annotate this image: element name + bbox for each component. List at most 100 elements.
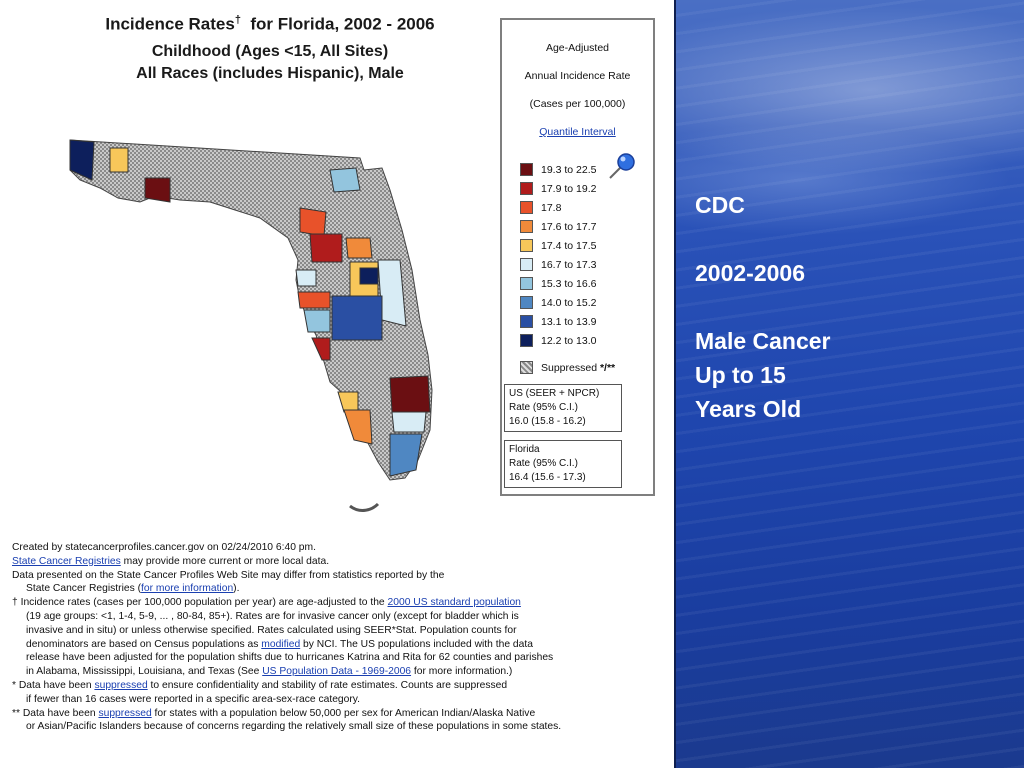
note-text: ). — [233, 583, 240, 595]
county-lee — [343, 409, 373, 445]
note-suppressed-2: if fewer than 16 cases were reported in … — [26, 693, 361, 705]
us-rate-value: 16.0 (15.8 - 16.2) — [509, 416, 586, 427]
note-text: * Data have been — [12, 679, 95, 691]
footnotes: Created by statecancerprofiles.cancer.go… — [12, 541, 668, 734]
county-citrus — [295, 269, 317, 287]
county-pasco — [297, 291, 331, 309]
florida-map — [60, 110, 480, 530]
legend-swatch-suppressed — [520, 361, 533, 374]
legend-swatch — [520, 163, 533, 176]
county-pinellas — [303, 309, 331, 333]
note-text: denominators are based on Census populat… — [26, 638, 262, 650]
caption-line-2: Up to 15 — [695, 362, 786, 388]
county-volusia — [345, 237, 373, 259]
legend-label: 17.9 to 19.2 — [541, 182, 597, 195]
florida-rate-label: Rate (95% C.I.) — [509, 458, 578, 469]
legend-swatch — [520, 258, 533, 271]
note-invasive: invasive and in situ) or unless otherwis… — [26, 624, 517, 636]
legend-row: 17.6 to 17.7 — [520, 217, 615, 236]
us-population-data-link[interactable]: US Population Data - 1969-2006 — [262, 666, 412, 678]
legend-row: 15.3 to 16.6 — [520, 274, 615, 293]
florida-rate-value: 16.4 (15.6 - 17.3) — [509, 472, 586, 483]
us-rate-box: US (SEER + NPCR) Rate (95% C.I.) 16.0 (1… — [504, 384, 622, 432]
legend-row: 19.3 to 22.5 — [520, 160, 615, 179]
county-alachua — [299, 207, 327, 237]
note-release: release have been adjusted for the popul… — [26, 652, 554, 664]
legend-row: 13.1 to 13.9 — [520, 312, 615, 331]
title-main: Incidence Rates — [105, 14, 235, 34]
suppressed-link-2[interactable]: suppressed — [98, 707, 152, 719]
legend-suppressed-label: Suppressed — [541, 361, 598, 374]
note-double-star-2: or Asian/Pacific Islanders because of co… — [26, 721, 562, 733]
title-subtitle: Childhood (Ages <15, All Sites) — [151, 42, 389, 60]
quantile-interval-link[interactable]: Quantile Interval — [539, 126, 616, 138]
legend-label: 17.4 to 17.5 — [541, 239, 597, 252]
legend-label: 17.6 to 17.7 — [541, 220, 597, 233]
us-rate-title: US (SEER + NPCR) — [509, 388, 600, 399]
legend-swatch — [520, 182, 533, 195]
note-text: State Cancer Registries ( — [26, 583, 142, 595]
florida-map-svg — [69, 139, 433, 512]
legend-row: 17.9 to 19.2 — [520, 179, 615, 198]
county-marion — [309, 233, 343, 263]
legend-label: 15.3 to 16.6 — [541, 277, 597, 290]
title-rest: for Florida, 2002 - 2006 — [250, 14, 435, 34]
legend-row-suppressed: Suppressed */** — [520, 358, 615, 377]
map-title: Incidence Rates† for Florida, 2002 - 200… — [60, 14, 480, 83]
note-text: ** Data have been — [12, 707, 99, 719]
note-text: in Alabama, Mississippi, Louisiana, and … — [26, 666, 263, 678]
us-standard-population-link[interactable]: 2000 US standard population — [387, 597, 521, 609]
caption-line-3: Years Old — [695, 396, 802, 422]
florida-rate-box: Florida Rate (95% C.I.) 16.4 (15.6 - 17.… — [504, 440, 622, 488]
legend-heading-2: Annual Incidence Rate — [524, 70, 631, 82]
us-rate-label: Rate (95% C.I.) — [509, 402, 578, 413]
legend-label: 17.8 — [541, 201, 562, 214]
caption-line-1: Male Cancer — [695, 328, 831, 354]
legend-row: 12.2 to 13.0 — [520, 331, 615, 350]
slide-text: CDC 2002-2006 Male Cancer Up to 15 Years… — [695, 188, 831, 426]
legend-swatch — [520, 277, 533, 290]
modified-link[interactable]: modified — [261, 638, 301, 650]
note-text: by NCI. The US populations included with… — [300, 638, 533, 650]
legend-row: 17.4 to 17.5 — [520, 236, 615, 255]
county-okaloosa — [109, 147, 129, 173]
map-legend: Age-Adjusted Annual Incidence Rate (Case… — [500, 18, 655, 496]
title-dagger: † — [234, 14, 241, 26]
legend-heading-3: (Cases per 100,000) — [529, 98, 626, 110]
county-broward — [391, 411, 427, 433]
county-escambia — [69, 139, 95, 181]
florida-keys — [349, 502, 380, 512]
legend-label: 19.3 to 22.5 — [541, 163, 597, 176]
title-population: All Races (includes Hispanic), Male — [136, 64, 404, 82]
legend-row: 14.0 to 15.2 — [520, 293, 615, 312]
florida-rate-title: Florida — [509, 444, 540, 455]
suppressed-link[interactable]: suppressed — [94, 679, 148, 691]
legend-swatch — [520, 296, 533, 309]
note-text: for more information.) — [411, 666, 513, 678]
note-registries: may provide more current or more local d… — [120, 555, 330, 567]
pushpin-icon — [609, 153, 635, 179]
source-label: CDC — [695, 192, 745, 218]
legend-swatch — [520, 220, 533, 233]
legend-label: 13.1 to 13.9 — [541, 315, 597, 328]
legend-swatch — [520, 315, 533, 328]
legend-label: 16.7 to 17.3 — [541, 258, 597, 271]
county-manatee — [311, 337, 331, 361]
more-information-link[interactable]: for more information — [141, 583, 234, 595]
legend-swatch — [520, 334, 533, 347]
state-cancer-registries-link[interactable]: State Cancer Registries — [12, 555, 121, 567]
note-text: † Incidence rates (cases per 100,000 pop… — [12, 597, 388, 609]
legend-label: 12.2 to 13.0 — [541, 334, 597, 347]
county-miami-dade — [389, 433, 423, 477]
county-seminole — [359, 267, 379, 285]
legend-swatch — [520, 239, 533, 252]
county-polk — [331, 295, 383, 341]
legend-ranges: 19.3 to 22.5 17.9 to 19.2 17.8 17.6 to 1… — [520, 160, 615, 377]
note-text: for states with a population below 50,00… — [151, 707, 536, 719]
legend-heading-1: Age-Adjusted — [545, 42, 610, 54]
legend-label: 14.0 to 15.2 — [541, 296, 597, 309]
years-label: 2002-2006 — [695, 260, 805, 286]
note-differ: Data presented on the State Cancer Profi… — [12, 569, 445, 581]
note-text: to ensure confidentiality and stability … — [147, 679, 508, 691]
note-age-groups: (19 age groups: <1, 1-4, 5-9, ... , 80-8… — [26, 610, 519, 622]
